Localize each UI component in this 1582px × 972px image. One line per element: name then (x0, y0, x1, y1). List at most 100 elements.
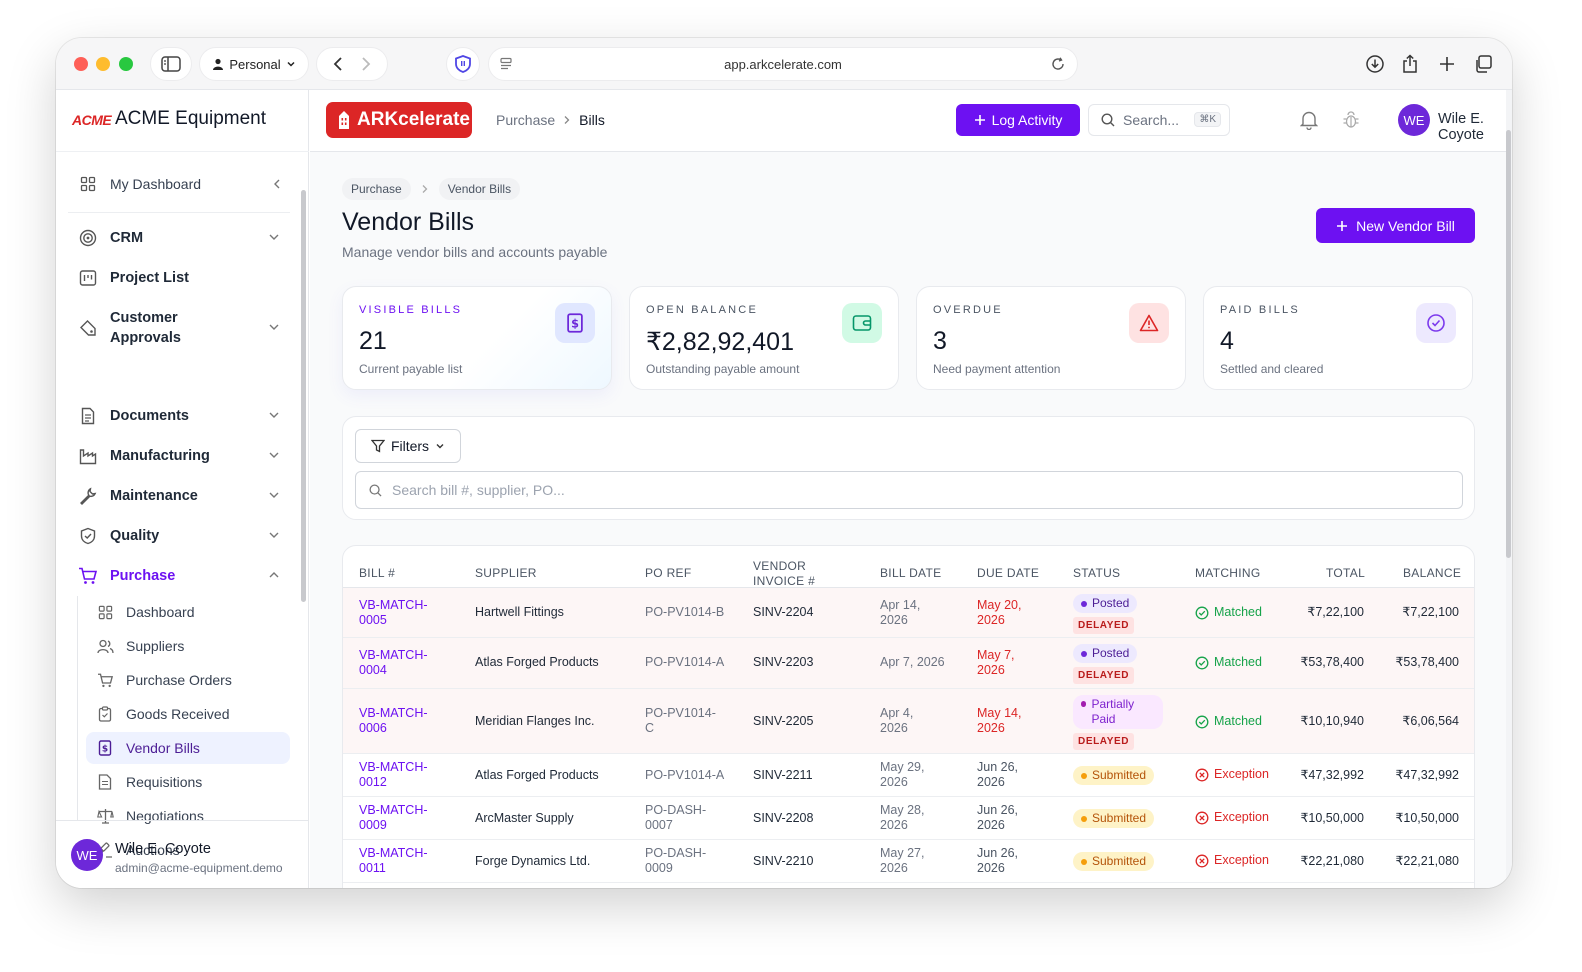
user-name: Wile E. Coyote (115, 841, 211, 857)
password-extension-button[interactable] (446, 47, 480, 81)
status-text: Posted (1092, 646, 1130, 660)
due-date-cell: May 20, 2026 (977, 598, 1022, 627)
column-header-po-ref[interactable]: PO REF (645, 566, 692, 580)
column-header-bill-date[interactable]: BILL DATE (880, 566, 942, 580)
search-icon (1101, 113, 1115, 127)
column-header-supplier[interactable]: SUPPLIER (475, 566, 537, 580)
download-icon[interactable] (1363, 52, 1387, 76)
submenu-item-dashboard[interactable]: Dashboard (86, 596, 290, 628)
column-header-status[interactable]: STATUS (1073, 566, 1121, 580)
app-header: ARKcelerate Purchase Bills Log Activity … (310, 90, 1512, 152)
breadcrumb-item[interactable]: Purchase (496, 112, 556, 128)
browser-window: Personal app.arkcelerate.com (56, 38, 1512, 888)
x-circle-icon (1195, 811, 1209, 824)
submenu-item-purchase-orders[interactable]: Purchase Orders (86, 664, 290, 696)
profile-button[interactable]: Personal (199, 47, 309, 81)
share-icon[interactable] (1398, 52, 1422, 76)
app-logo[interactable]: ARKcelerate (326, 102, 472, 138)
users-icon (96, 637, 114, 655)
sidebar-item-crm[interactable]: CRM (78, 228, 279, 248)
main-scrollbar[interactable] (1506, 130, 1511, 558)
minimize-window-button[interactable] (96, 57, 110, 71)
chevron-down-icon (436, 444, 444, 449)
bill-number-link[interactable]: VB-MATCH-0012 (359, 760, 428, 789)
back-icon[interactable] (333, 56, 343, 72)
forward-icon[interactable] (361, 56, 371, 72)
sidebar-item-my-dashboard[interactable]: My Dashboard (78, 174, 280, 194)
bill-date-cell: May 27, 2026 (880, 846, 925, 875)
table-row[interactable]: VB-MATCH-0009 ArcMaster Supply PO-DASH-0… (343, 797, 1474, 840)
filters-button[interactable]: Filters (355, 429, 461, 463)
history-nav (316, 47, 388, 81)
balance-cell: ₹10,50,000 (1395, 811, 1459, 825)
bill-search-input[interactable]: Search bill #, supplier, PO... (355, 471, 1463, 509)
sidebar-item-documents[interactable]: Documents (78, 406, 279, 426)
bill-number-link[interactable]: VB-MATCH-0004 (359, 648, 428, 677)
header-avatar[interactable]: WE (1398, 104, 1430, 136)
bill-number-link[interactable]: VB-MATCH-0009 (359, 803, 428, 832)
address-bar[interactable]: app.arkcelerate.com (488, 47, 1078, 81)
status-cell: Partially Paid DELAYED (1073, 695, 1163, 750)
grid-icon (78, 174, 98, 194)
chevron-left-icon[interactable] (272, 178, 282, 190)
supplier-cell: Forge Dynamics Ltd. (475, 854, 591, 868)
column-header-vendor-invoice[interactable]: VENDOR INVOICE # (753, 559, 816, 588)
table-row[interactable]: VB-MATCH-0005 Hartwell Fittings PO-PV101… (343, 588, 1474, 638)
bill-number-link[interactable]: VB-MATCH-0011 (359, 846, 428, 875)
tab-overview-icon[interactable] (1471, 52, 1495, 76)
sidebar-scrollbar[interactable] (301, 190, 306, 602)
new-tab-icon[interactable] (1435, 52, 1459, 76)
cart-icon (78, 566, 98, 586)
plus-icon (974, 115, 985, 125)
table-row[interactable]: VB-MATCH-0004 Atlas Forged Products PO-P… (343, 638, 1474, 689)
submenu-label: Auctions (126, 842, 180, 858)
column-header-balance[interactable]: BALANCE (1403, 566, 1462, 580)
column-header-bill[interactable]: BILL # (359, 566, 396, 580)
reload-icon[interactable] (1051, 57, 1065, 71)
chevron-up-icon (269, 572, 279, 578)
chevron-down-icon (287, 61, 295, 67)
bell-icon[interactable] (1300, 110, 1318, 130)
sidebar-item-purchase[interactable]: Purchase (78, 566, 279, 586)
bill-number-link[interactable]: VB-MATCH-0006 (359, 706, 428, 735)
global-search[interactable]: Search... ⌘K (1088, 104, 1230, 136)
table-row[interactable]: VB-MATCH-0011 Forge Dynamics Ltd. PO-DAS… (343, 840, 1474, 883)
submenu-item-suppliers[interactable]: Suppliers (86, 630, 290, 662)
page-breadcrumb: Purchase Vendor Bills (342, 178, 521, 200)
close-window-button[interactable] (74, 57, 88, 71)
log-activity-button[interactable]: Log Activity (956, 104, 1080, 136)
sidebar-toggle-button[interactable] (150, 47, 192, 81)
column-header-due-date[interactable]: DUE DATE (977, 566, 1040, 580)
column-header-matching[interactable]: MATCHING (1195, 566, 1261, 580)
sidebar-item-quality[interactable]: Quality (78, 526, 279, 546)
submenu-item-vendor-bills[interactable]: $ Vendor Bills (86, 732, 290, 764)
invoice-cell: SINV-2203 (753, 655, 814, 669)
new-vendor-bill-button[interactable]: New Vendor Bill (1316, 208, 1475, 243)
sidebar-item-label: Manufacturing (110, 448, 210, 464)
status-badge: Posted (1073, 594, 1138, 613)
table-row[interactable]: VB-MATCH-0006 Meridian Flanges Inc. PO-P… (343, 689, 1474, 754)
table-row[interactable]: VB-MATCH-0012 Atlas Forged Products PO-P… (343, 754, 1474, 797)
header-user-name[interactable]: Wile E. Coyote (1438, 111, 1484, 143)
matching-text: Exception (1214, 810, 1269, 824)
sidebar-item-manufacturing[interactable]: Manufacturing (78, 446, 279, 466)
po-ref-cell: PO-DASH-0009 (645, 846, 707, 875)
status-cell: Posted DELAYED (1073, 594, 1138, 634)
sidebar-user[interactable]: WE Wile E. Coyote admin@acme-equipment.d… (56, 820, 309, 888)
sidebar-item-project-list[interactable]: Project List (78, 268, 268, 288)
po-ref-cell: PO-PV1014-A (645, 655, 725, 669)
shortcut-badge: ⌘K (1194, 112, 1221, 127)
sidebar-item-customer-approvals[interactable]: Customer Approvals (78, 308, 279, 348)
sidebar-item-maintenance[interactable]: Maintenance (78, 486, 279, 506)
submenu-item-requisitions[interactable]: Requisitions (86, 766, 290, 798)
matching-text: Exception (1214, 853, 1269, 867)
bill-number-link[interactable]: VB-MATCH-0005 (359, 598, 428, 627)
breadcrumb-item-current: Bills (579, 112, 605, 128)
chevron-right-icon (564, 116, 570, 124)
submenu-item-goods-received[interactable]: Goods Received (86, 698, 290, 730)
column-header-total[interactable]: TOTAL (1326, 566, 1366, 580)
balance-cell: ₹47,32,992 (1395, 768, 1459, 782)
page-breadcrumb-item[interactable]: Purchase (342, 178, 411, 200)
bug-icon[interactable] (1342, 110, 1360, 130)
maximize-window-button[interactable] (119, 57, 133, 71)
